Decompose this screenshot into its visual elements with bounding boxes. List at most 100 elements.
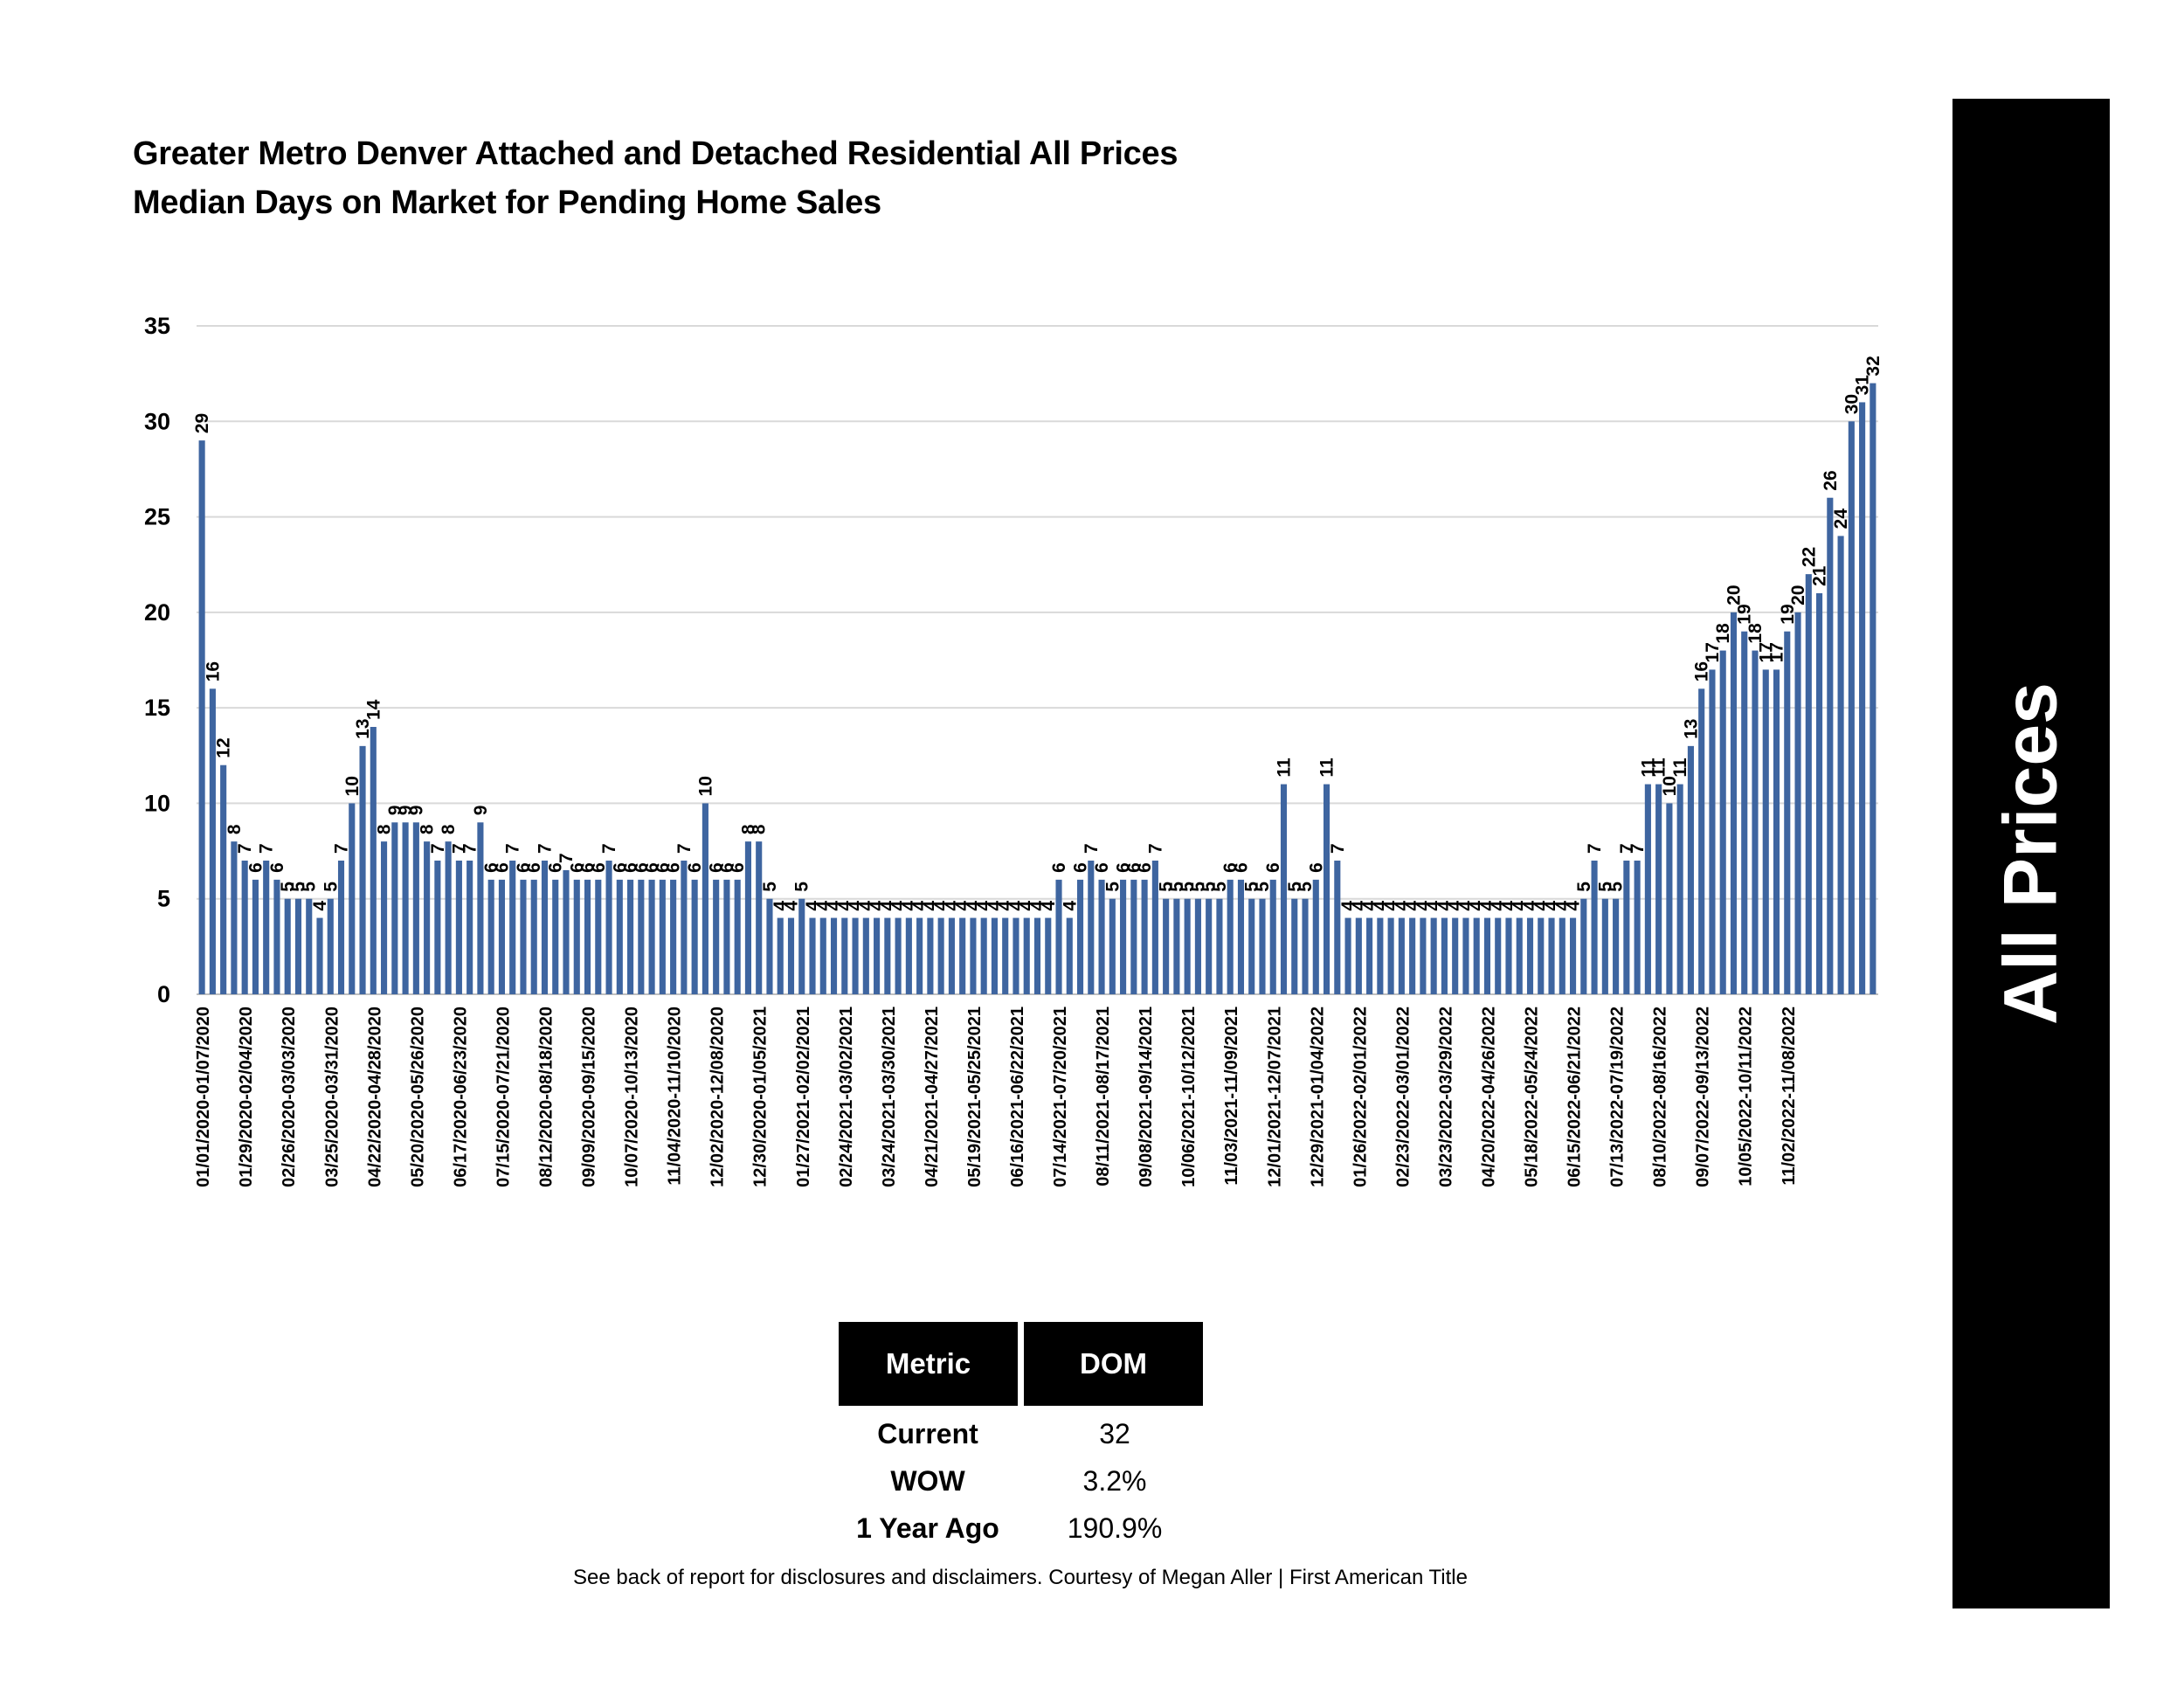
data-label: 6 [1306, 862, 1326, 873]
data-label: 5 [1253, 882, 1273, 892]
metric-label-current: Current [877, 1418, 978, 1449]
y-tick-label: 0 [157, 981, 170, 1007]
chart-title-line-1: Greater Metro Denver Attached and Detach… [133, 135, 1178, 172]
data-label: 4 [942, 901, 962, 911]
data-label: 12 [214, 737, 234, 758]
bar [1398, 917, 1405, 994]
bar [455, 861, 462, 994]
data-label: 6 [492, 862, 512, 873]
bar [948, 917, 955, 994]
bar [1355, 917, 1362, 994]
data-label: 4 [1434, 901, 1455, 911]
data-label: 6 [1135, 862, 1155, 873]
data-label: 5 [1210, 882, 1230, 892]
bar [1248, 898, 1255, 994]
data-label: 10 [695, 776, 715, 796]
bar [1291, 898, 1298, 994]
bar [1023, 917, 1030, 994]
x-tick-label: 03/25/2020-03/31/2020 [322, 1007, 342, 1187]
data-label: 5 [278, 882, 298, 892]
data-label: 14 [363, 699, 384, 720]
bar [874, 917, 881, 994]
bar [1784, 631, 1791, 994]
data-label: 5 [1285, 882, 1305, 892]
data-label: 4 [781, 901, 801, 911]
x-tick-label: 12/01/2021-12/07/2021 [1265, 1007, 1284, 1187]
data-label: 4 [1552, 901, 1572, 911]
x-tick-label: 09/08/2021-09/14/2021 [1137, 1007, 1156, 1187]
x-tick-label: 06/16/2021-06/22/2021 [1008, 1007, 1027, 1187]
data-label: 5 [321, 882, 341, 892]
data-label: 7 [428, 843, 448, 854]
data-label: 13 [353, 719, 373, 739]
data-label: 5 [1102, 882, 1123, 892]
data-label: 20 [1724, 585, 1744, 605]
bar [1302, 898, 1309, 994]
y-tick-label: 35 [144, 313, 170, 339]
bar [1344, 917, 1351, 994]
bar [1141, 879, 1148, 994]
data-label: 4 [1456, 901, 1476, 911]
x-tick-label: 10/06/2021-10/12/2021 [1179, 1007, 1199, 1187]
data-label: 8 [225, 824, 245, 834]
x-tick-label: 08/12/2020-08/18/2020 [536, 1007, 556, 1187]
bar [434, 861, 441, 994]
data-label: 7 [1328, 843, 1348, 854]
bar [1462, 917, 1469, 994]
data-label: 4 [310, 901, 330, 911]
bar [1634, 861, 1641, 994]
x-tick-label: 04/21/2021-04/27/2021 [923, 1007, 942, 1187]
data-label: 6 [1231, 862, 1251, 873]
bar [1870, 383, 1876, 994]
x-tick-label: 10/05/2022-10/11/2022 [1737, 1007, 1756, 1186]
bar [809, 917, 816, 994]
bar [370, 727, 377, 994]
bar [552, 879, 559, 994]
bar [530, 879, 537, 994]
data-label: 5 [1574, 882, 1594, 892]
bar [884, 917, 891, 994]
x-tick-label: 09/09/2020-09/15/2020 [580, 1007, 599, 1187]
data-label: 7 [599, 843, 619, 854]
data-label: 7 [1082, 843, 1102, 854]
data-label: 9 [396, 806, 416, 816]
data-label: 4 [1542, 901, 1562, 911]
bar [1098, 879, 1105, 994]
data-label: 18 [1713, 623, 1733, 644]
bar [252, 879, 259, 994]
y-tick-label: 20 [144, 599, 170, 626]
bar [1483, 917, 1491, 994]
bar [841, 917, 848, 994]
x-tick-label: 02/23/2022-03/01/2022 [1393, 1007, 1413, 1187]
bar [1709, 669, 1716, 994]
bar [1045, 917, 1052, 994]
bar [1644, 784, 1651, 994]
bar [1216, 898, 1223, 994]
data-label: 10 [1660, 776, 1680, 796]
data-labels: 2916128767655545710131489998787796676676… [192, 356, 1883, 910]
x-tick-label: 08/11/2021-08/17/2021 [1094, 1007, 1113, 1186]
data-label: 6 [717, 862, 737, 873]
data-label: 6 [267, 862, 287, 873]
bar [1324, 784, 1330, 994]
bar [1130, 879, 1137, 994]
data-label: 5 [1199, 882, 1220, 892]
data-label: 22 [1799, 547, 1819, 567]
bar [284, 898, 291, 994]
bar [1420, 917, 1427, 994]
data-label: 5 [792, 882, 812, 892]
bar [294, 898, 302, 994]
bar [1752, 650, 1759, 994]
data-label: 6 [1220, 862, 1241, 873]
bar [991, 917, 999, 994]
data-label: 4 [921, 901, 941, 911]
data-label: 8 [750, 824, 770, 834]
data-label: 4 [964, 901, 984, 911]
bar [1580, 898, 1587, 994]
x-tick-label: 11/04/2020-11/10/2020 [666, 1007, 685, 1186]
data-label: 4 [931, 901, 951, 911]
y-tick-label: 25 [144, 504, 170, 530]
bar [830, 917, 838, 994]
bar [1163, 898, 1170, 994]
data-label: 16 [203, 661, 223, 681]
